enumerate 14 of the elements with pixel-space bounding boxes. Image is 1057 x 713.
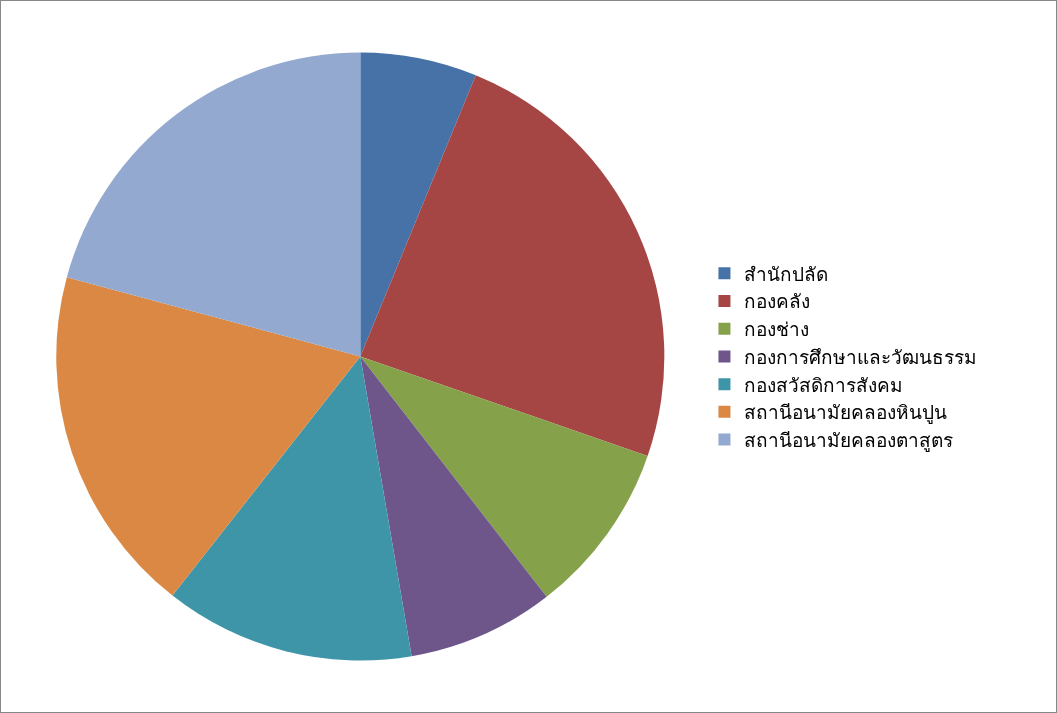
pie-slice: [360, 52, 476, 357]
pie-slice: [56, 277, 361, 596]
legend-label: สำนักปลัด: [744, 262, 829, 285]
legend-label: กองสวัสดิการสังคม: [744, 373, 904, 396]
legend-label: กองคลัง: [744, 290, 811, 313]
pie-slice: [360, 356, 547, 657]
pie-slice: [360, 75, 665, 456]
legend-label: กองช่าง: [744, 318, 810, 341]
legend-label: กองการศึกษาและวัฒนธรรม: [744, 345, 978, 368]
pie-slice: [172, 356, 412, 661]
legend-label: สถานีอนามัยคลองตาสูตร: [744, 428, 954, 452]
pie-slice: [360, 356, 648, 597]
legend-label: สถานีอนามัยคลองหินปูน: [744, 401, 948, 425]
pie-slice: [66, 52, 361, 357]
